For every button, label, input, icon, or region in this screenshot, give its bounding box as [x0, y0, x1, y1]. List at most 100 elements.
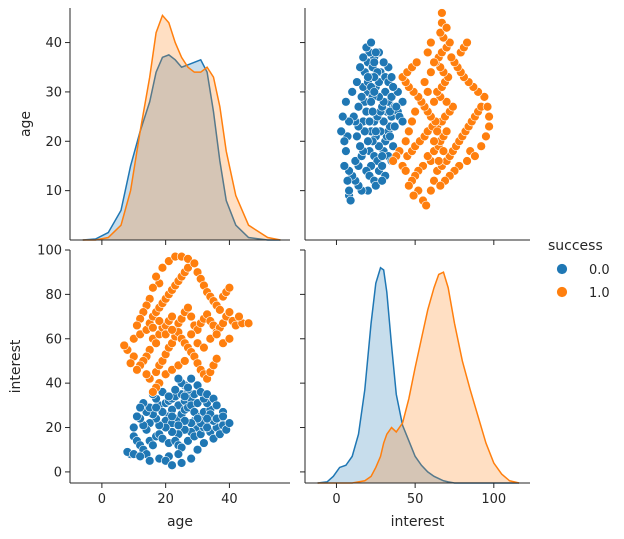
scatter-ai-1.0-point-24: [224, 307, 235, 317]
scatter-ia-0.0-point-106: [377, 161, 387, 171]
scatter-ia-1.0-point-104: [401, 166, 411, 176]
scatter-ai-1.0-point-73: [151, 271, 161, 282]
scatter-ia-1.0-point-56: [481, 131, 491, 142]
scatter-ai-1.0-point-60: [189, 258, 200, 269]
scatter-ai-1.0-point-112: [205, 334, 215, 344]
scatter-ai-0.0-point-98: [157, 387, 168, 397]
scatter-ai-1.0-point-39: [129, 334, 139, 344]
scatter-ia-0.0-point-111: [391, 102, 401, 112]
scatter-ia-0.0-point-110: [397, 116, 408, 127]
scatter-ai-0.0-point-115: [192, 413, 203, 424]
scatter-ia-1.0-point-34: [404, 181, 414, 191]
scatter-ia-1.0-point-74: [462, 156, 472, 166]
scatter-ai-0.0-point-84: [167, 460, 177, 470]
scatter-ia-0.0-point-100: [389, 121, 400, 132]
y-axis-title-interest: interest: [8, 339, 24, 393]
legend-marker-0: [556, 263, 568, 275]
scatter-ia-0.0-point-20: [380, 87, 390, 97]
scatter-ai-0.0-point-89: [208, 433, 219, 444]
scatter-ia-1.0-point-57: [484, 121, 494, 132]
scatter-ai-1.0-point-99: [211, 354, 222, 364]
scatter-ai-0.0-point-83: [160, 456, 171, 466]
scatter-ai-1.0-point-36: [125, 358, 136, 368]
scatter-ai-1.0-point-12: [186, 311, 196, 322]
scatter-ia-1.0-point-108: [410, 106, 420, 117]
scatter-ia-0.0-point-94: [378, 57, 389, 67]
scatter-ia-1.0-point-114: [423, 47, 433, 58]
p21-ytick-label-3: 60: [45, 332, 62, 347]
scatter-ai-0.0-point-20: [192, 398, 203, 408]
scatter-ai-0.0-point-78: [135, 451, 145, 462]
scatter-ai-0.0-point-85: [176, 458, 187, 468]
scatter-ai-1.0-point-56: [164, 256, 174, 266]
scatter-ia-0.0-point-118: [364, 116, 375, 127]
p21-ytick-label-1: 20: [45, 421, 62, 436]
p11-ytick-label-1: 20: [45, 135, 62, 150]
p21-ytick-label-4: 80: [45, 288, 62, 303]
panel-interest-vs-age-scatter: 0 20 40 60 80 100 0 20 40 age interest: [8, 244, 290, 530]
scatter-ia-0.0-point-85: [338, 111, 348, 122]
scatter-ia-1.0-point-12: [441, 97, 452, 107]
scatter-ai-1.0-point-34: [132, 365, 142, 375]
scatter-ai-1.0-point-59: [183, 254, 193, 264]
scatter-ai-0.0-point-108: [135, 402, 145, 413]
scatter-ai-0.0-point-110: [173, 374, 184, 384]
scatter-ai-1.0-point-117: [154, 316, 164, 326]
scatter-ai-1.0-point-116: [148, 322, 158, 333]
p21-xtick-label-1: 20: [157, 492, 174, 507]
scatter-ia-0.0-point-109: [377, 151, 387, 161]
scatter-ai-0.0-point-6: [173, 400, 184, 411]
scatter-ia-0.0-point-90: [358, 52, 368, 63]
scatter-ai-1.0-point-111: [199, 342, 209, 353]
scatter-ai-1.0-point-105: [160, 369, 171, 379]
scatter-ia-0.0-point-12: [374, 141, 384, 151]
scatter-ia-0.0-point-29: [360, 126, 370, 137]
panel-age-density: 10 20 30 40 age: [18, 8, 290, 245]
p11-ytick-label-2: 30: [45, 85, 62, 100]
legend-title: success: [548, 238, 603, 254]
scatter-ai-0.0-point-54: [183, 436, 193, 446]
scatter-ia-0.0-point-80: [341, 146, 351, 156]
x-axis-title-interest: interest: [391, 514, 445, 530]
legend-label-1: 1.0: [589, 286, 610, 301]
scatter-ia-0.0-point-99: [385, 131, 395, 142]
scatter-ia-0.0-point-70: [397, 97, 408, 107]
scatter-ai-0.0-point-109: [151, 402, 161, 413]
scatter-ia-1.0-point-71: [462, 37, 472, 48]
scatter-ai-0.0-point-87: [192, 445, 203, 455]
scatter-ai-0.0-point-12: [157, 407, 168, 417]
scatter-ai-0.0-point-113: [218, 411, 228, 422]
scatter-ai-0.0-point-46: [148, 440, 158, 450]
scatter-ai-1.0-point-55: [157, 263, 168, 273]
scatter-ai-0.0-point-70: [186, 374, 196, 384]
scatter-ia-0.0-point-83: [339, 136, 350, 146]
p21-xtick-label-0: 0: [98, 492, 106, 507]
scatter-ia-0.0-point-46: [350, 156, 361, 166]
scatter-ia-1.0-point-28: [437, 8, 447, 18]
p21-ytick-label-2: 40: [45, 377, 62, 392]
scatter-ai-1.0-point-104: [141, 369, 152, 379]
scatter-ia-1.0-point-111: [419, 77, 430, 87]
scatter-ia-1.0-point-29: [441, 23, 452, 33]
scatter-ia-0.0-point-54: [353, 102, 364, 112]
scatter-ai-0.0-point-29: [167, 427, 177, 437]
scatter-ai-1.0-point-107: [173, 360, 184, 371]
scatter-ai-1.0-point-102: [148, 387, 158, 397]
scatter-ia-0.0-point-101: [385, 106, 395, 117]
scatter-ia-0.0-point-116: [366, 97, 376, 107]
scatter-ai-1.0-point-119: [167, 325, 177, 335]
scatter-ai-0.0-point-88: [199, 438, 209, 448]
scatter-ia-0.0-point-72: [388, 82, 398, 92]
scatter-ai-0.0-point-114: [202, 422, 212, 433]
scatter-ia-1.0-point-40: [429, 176, 439, 186]
scatter-ia-0.0-point-6: [378, 116, 389, 127]
scatter-ai-1.0-point-1: [151, 338, 161, 348]
p21-ytick-label-5: 100: [37, 244, 62, 259]
scatter-ai-0.0-point-92: [224, 418, 235, 428]
scatter-ai-0.0-point-90: [215, 429, 225, 439]
scatter-ia-0.0-point-112: [369, 57, 379, 67]
scatter-ia-1.0-point-58: [484, 111, 494, 122]
scatter-ia-1.0-point-59: [482, 102, 493, 112]
scatter-ai-1.0-point-6: [167, 311, 177, 322]
